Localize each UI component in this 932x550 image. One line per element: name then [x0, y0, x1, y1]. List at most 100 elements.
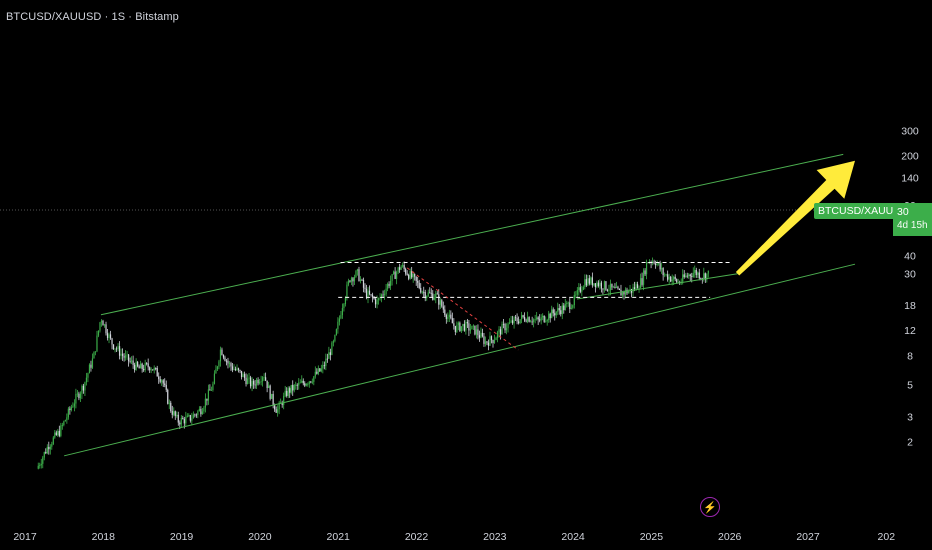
candle-body	[66, 417, 68, 421]
candle-body	[266, 380, 268, 389]
candle	[230, 361, 232, 371]
candle-body	[370, 294, 372, 296]
candle	[694, 265, 696, 278]
downtrend-dashed-line	[406, 267, 519, 351]
candle-body	[40, 463, 42, 466]
candle	[423, 286, 425, 298]
candle	[418, 279, 420, 290]
candle	[311, 378, 313, 385]
candle	[685, 272, 687, 278]
candle-body	[331, 342, 333, 355]
candle	[414, 273, 416, 281]
candle	[213, 370, 216, 385]
lightning-bolt-icon[interactable]: ⚡	[700, 497, 720, 517]
candle-body	[432, 293, 434, 300]
candle-body	[444, 309, 446, 316]
candle	[670, 275, 672, 283]
candle-body	[602, 288, 604, 290]
candle-body	[43, 452, 45, 458]
candle	[102, 319, 104, 326]
candle	[486, 341, 488, 346]
candle-body	[106, 333, 109, 338]
candle	[495, 336, 497, 341]
candle-body	[252, 381, 255, 385]
candle	[629, 285, 631, 294]
candle-body	[185, 417, 187, 424]
candle-body	[265, 377, 267, 381]
candle	[335, 328, 337, 336]
candle	[277, 405, 279, 417]
candle	[593, 283, 595, 287]
candle	[706, 273, 708, 283]
candle	[239, 369, 241, 374]
candle-body	[563, 305, 565, 311]
candle-body	[429, 292, 431, 294]
candle-body	[548, 313, 550, 320]
candle-body	[174, 411, 176, 416]
candle-body	[311, 381, 313, 383]
candle-body	[317, 368, 319, 374]
candle	[350, 276, 353, 286]
candle-body	[698, 272, 700, 279]
candle	[105, 321, 107, 336]
candle-body	[587, 278, 589, 286]
candle-body	[510, 320, 512, 323]
candle	[90, 360, 92, 372]
candle	[173, 407, 175, 417]
candle-body	[332, 341, 334, 343]
x-tick-label: 2022	[405, 531, 429, 543]
candle	[707, 270, 709, 278]
candle-body	[97, 330, 100, 336]
candle-body	[52, 437, 54, 445]
candle-body	[486, 341, 488, 343]
candle	[539, 314, 541, 323]
candle-body	[159, 379, 161, 382]
candle	[507, 322, 509, 333]
candle-body	[567, 302, 569, 304]
candle-body	[231, 366, 234, 370]
candle	[659, 260, 661, 272]
candle	[37, 462, 39, 470]
candle	[371, 292, 374, 303]
candle-body	[593, 283, 595, 286]
candle-body	[499, 329, 502, 335]
candle	[222, 354, 225, 360]
candle	[152, 369, 154, 371]
candle-body	[275, 409, 277, 413]
x-tick-label: 2024	[561, 531, 585, 543]
candle	[460, 326, 462, 333]
candle-body	[481, 332, 484, 337]
candle-body	[258, 381, 261, 384]
candle-body	[286, 390, 288, 396]
candle-body	[284, 390, 286, 396]
candle-body	[484, 341, 487, 344]
candle	[664, 272, 666, 278]
candle	[97, 330, 100, 338]
candle	[642, 268, 645, 291]
candle	[195, 413, 197, 418]
candle	[242, 372, 244, 378]
candle-body	[609, 283, 612, 291]
candle-body	[164, 383, 166, 386]
candle-body	[423, 291, 425, 293]
candle-body	[448, 314, 450, 318]
candle-body	[383, 294, 386, 295]
candle	[396, 270, 398, 285]
candle	[644, 268, 646, 277]
candle-body	[248, 377, 250, 379]
candle-body	[606, 289, 609, 291]
candle-body	[141, 363, 143, 369]
candle	[265, 372, 267, 382]
candle	[521, 311, 523, 324]
candle-body	[153, 367, 155, 371]
candle-body	[502, 324, 505, 325]
candle	[424, 289, 426, 302]
candle	[317, 365, 319, 376]
candle	[451, 312, 453, 324]
candle	[456, 321, 458, 333]
candle-body	[91, 358, 94, 368]
candle-body	[489, 336, 491, 346]
candle	[338, 315, 341, 326]
candle	[323, 361, 325, 370]
